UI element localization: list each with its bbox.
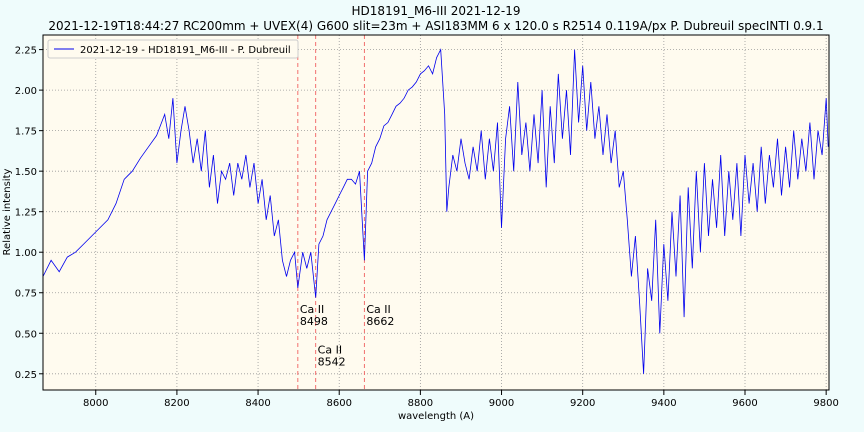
spectrum-line [42, 48, 829, 374]
annotation: 8542 [318, 356, 346, 369]
y-tick-label: 0.75 [15, 289, 37, 300]
x-tick-label: 8000 [83, 398, 108, 409]
y-tick-label: 2.25 [15, 46, 37, 57]
chart-title: HD18191_M6-III 2021-12-19 [352, 4, 521, 18]
annotation: 8662 [366, 315, 394, 328]
plot-background [43, 35, 829, 390]
annotation: 8498 [300, 315, 328, 328]
x-tick-label: 9800 [813, 398, 838, 409]
plot-frame [42, 34, 830, 391]
x-axis-label: wavelength (A) [398, 411, 474, 422]
x-tick-label: 9400 [651, 398, 676, 409]
x-tick-label: 9000 [489, 398, 514, 409]
x-tick-label: 9600 [732, 398, 757, 409]
y-tick-label: 0.25 [15, 370, 37, 381]
y-tick-label: 2.00 [15, 86, 37, 97]
y-tick-label: 1.25 [15, 208, 37, 219]
legend-box [47, 39, 299, 59]
y-axis-label: Relative intensity [2, 168, 13, 255]
x-tick-label: 8200 [164, 398, 189, 409]
legend-label: 2021-12-19 - HD18191_M6-III - P. Dubreui… [80, 45, 291, 56]
y-tick-label: 1.00 [15, 248, 37, 259]
x-tick-label: 8600 [326, 398, 351, 409]
y-tick-label: 0.50 [15, 329, 37, 340]
y-tick-label: 1.75 [15, 127, 37, 138]
x-tick-label: 8800 [408, 398, 433, 409]
y-tick-label: 1.50 [15, 167, 37, 178]
annotation: Ca II [318, 344, 342, 357]
x-tick-label: 9200 [570, 398, 595, 409]
annotation: Ca II [300, 303, 324, 316]
chart-subtitle: 2021-12-19T18:44:27 RC200mm + UVEX(4) G6… [48, 19, 823, 33]
annotation: Ca II [366, 303, 390, 316]
x-tick-label: 8400 [245, 398, 270, 409]
